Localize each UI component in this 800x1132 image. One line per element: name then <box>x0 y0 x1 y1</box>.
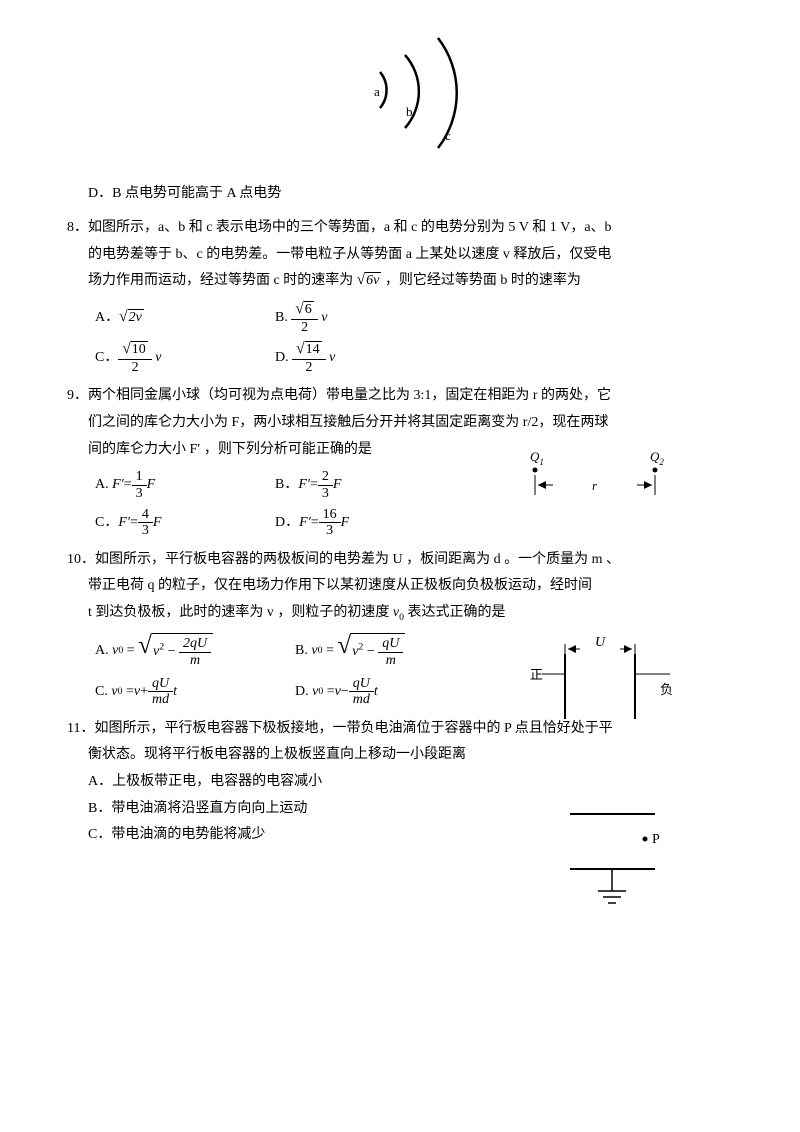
q8-d-label: D. <box>275 345 289 372</box>
q9-c-num: 4 <box>138 507 153 523</box>
question-8: 8．如图所示，a、b 和 c 表示电场中的三个等势面，a 和 c 的电势分别为 … <box>60 215 740 375</box>
q10-d-num: qU <box>349 676 374 692</box>
q10-b-num: qU <box>378 636 403 652</box>
q8-option-a: A． √2v <box>95 301 275 335</box>
q9-fig-q1sub: 1 <box>539 457 544 467</box>
q9-b-num: 2 <box>318 469 333 485</box>
q9-fig-q2sub: 2 <box>659 457 664 467</box>
q8-option-b: B. √6 2 v <box>275 301 455 335</box>
q10-a-vsub: 0 <box>118 642 123 661</box>
eq-label-b: b <box>406 104 413 119</box>
q9-stem-line2: 们之间的库仑力大小为 F，两小球相互接触后分开并将其固定距离变为 r/2，现在两… <box>88 410 740 437</box>
question-9: 9．两个相同金属小球（均可视为点电荷）带电量之比为 3:1，固定在相距为 r 的… <box>60 383 740 538</box>
q11-figure: P <box>560 799 680 930</box>
q8-option-c: C． √10 2 v <box>95 341 275 375</box>
q8-number: 8． <box>67 220 88 235</box>
q10-c-den: md <box>148 692 173 707</box>
q8-d-num: 14 <box>305 341 322 359</box>
q10-d-vsub: 0 <box>318 683 323 702</box>
eq-label-c: c <box>445 128 451 143</box>
q9-c-label: C． <box>95 510 118 537</box>
q10-b-label: B. <box>295 638 308 665</box>
q10-d-label: D. <box>295 679 309 706</box>
q9-b-den: 3 <box>318 486 333 501</box>
q11-fig-p: P <box>652 832 660 847</box>
svg-text:Q1: Q1 <box>530 449 544 467</box>
q11-stem-line1: 如图所示，平行板电容器下极板接地，一带负电油滴位于容器中的 P 点且恰好处于平 <box>94 721 612 736</box>
q9-d-den: 3 <box>319 523 341 538</box>
q9-a-den: 3 <box>132 486 147 501</box>
q7-option-d: D．B 点电势可能高于 A 点电势 <box>88 181 740 208</box>
q10-fig-pos: 正 <box>530 667 543 682</box>
q9-option-b: B． F′=23F <box>275 469 455 501</box>
q9-a-num: 1 <box>132 469 147 485</box>
q9-a-label: A. <box>95 472 109 499</box>
q10-stem-line2: 带正电荷 q 的粒子，仅在电场力作用下以某初速度从正极板向负极板运动，经时间 <box>88 573 740 600</box>
eq-label-a: a <box>374 84 380 99</box>
q10-d-den: md <box>349 692 374 707</box>
q8-c-label: C． <box>95 345 118 372</box>
q9-figure: Q1 Q2 r <box>510 445 680 516</box>
q8-a-label: A． <box>95 305 119 332</box>
q9-option-c: C． F′=43F <box>95 507 275 539</box>
q10-a-label: A. <box>95 638 109 665</box>
q8-c-num: 10 <box>131 341 148 359</box>
q10-c-vsub: 0 <box>118 683 123 702</box>
q8-a-rad: 2v <box>128 309 144 327</box>
q10-c-num: qU <box>148 676 173 692</box>
question-10: 10．如图所示，平行板电容器的两极板间的电势差为 U ，板间距离为 d 。一个质… <box>60 547 740 708</box>
q10-option-d: D. v0 = v − qUmdt <box>295 676 495 708</box>
q10-stem-l3-post: 表达式正确的是 <box>404 605 506 620</box>
q8-option-d: D. √14 2 v <box>275 341 455 375</box>
q11-option-a: A．上极板带正电，电容器的电容减小 <box>88 769 740 796</box>
q8-b-den: 2 <box>291 320 317 335</box>
q8-b-num: 6 <box>304 301 314 319</box>
q10-stem-l3-pre: t 到达负极板，此时的速率为 v ，则粒子的初速度 <box>88 605 393 620</box>
q8-stem-l3-post: ，则它经过等势面 b 时的速率为 <box>385 273 581 288</box>
q10-a-num: 2qU <box>179 636 211 652</box>
q10-option-c: C. v0 = v + qUmdt <box>95 676 295 708</box>
q10-option-b: B. v0 = √v2 − qUm <box>295 633 495 670</box>
q8-stem-l3-pre: 场力作用而运动，经过等势面 c 时的速率为 <box>88 273 353 288</box>
q9-stem-line1: 两个相同金属小球（均可视为点电荷）带电量之比为 3:1，固定在相距为 r 的两处… <box>88 388 611 403</box>
svg-text:Q2: Q2 <box>650 449 664 467</box>
q9-option-a: A. F′=13F <box>95 469 275 501</box>
q9-fig-r: r <box>592 478 598 493</box>
question-11: 11．如图所示，平行板电容器下极板接地，一带负电油滴位于容器中的 P 点且恰好处… <box>60 716 740 849</box>
q8-stem-line2: 的电势差等于 b、c 的电势差。一带电粒子从等势面 a 上某处以速度 v 释放后… <box>88 242 740 269</box>
q10-a-den: m <box>179 653 211 668</box>
q8-sqrt6v: 6v <box>365 272 381 290</box>
q10-fig-neg: 负 <box>660 682 673 697</box>
q8-c-den: 2 <box>118 360 151 375</box>
q9-number: 9． <box>67 388 88 403</box>
q9-d-label: D． <box>275 510 299 537</box>
q8-stem-line3: 场力作用而运动，经过等势面 c 时的速率为 √6v ，则它经过等势面 b 时的速… <box>88 268 740 295</box>
q8-stem-line1: 如图所示，a、b 和 c 表示电场中的三个等势面，a 和 c 的电势分别为 5 … <box>88 220 612 235</box>
q9-b-label: B． <box>275 472 298 499</box>
q8-d-den: 2 <box>292 360 325 375</box>
q10-c-label: C. <box>95 679 108 706</box>
q11-number: 11． <box>67 721 94 736</box>
q10-stem-line1: 如图所示，平行板电容器的两极板间的电势差为 U ，板间距离为 d 。一个质量为 … <box>95 552 620 567</box>
q10-number: 10． <box>67 552 95 567</box>
q10-option-a: A. v0 = √v2 − 2qUm <box>95 633 295 670</box>
q10-fig-u: U <box>595 635 606 650</box>
q11-stem-line2: 衡状态。现将平行板电容器的上极板竖直向上移动一小段距离 <box>88 742 740 769</box>
q10-b-vsub: 0 <box>318 642 323 661</box>
q8-figure: a b c <box>60 20 740 171</box>
q9-c-den: 3 <box>138 523 153 538</box>
q10-b-den: m <box>378 653 403 668</box>
q9-d-num: 16 <box>319 507 341 523</box>
q8-b-label: B. <box>275 305 288 332</box>
q9-option-d: D． F′=163F <box>275 507 455 539</box>
